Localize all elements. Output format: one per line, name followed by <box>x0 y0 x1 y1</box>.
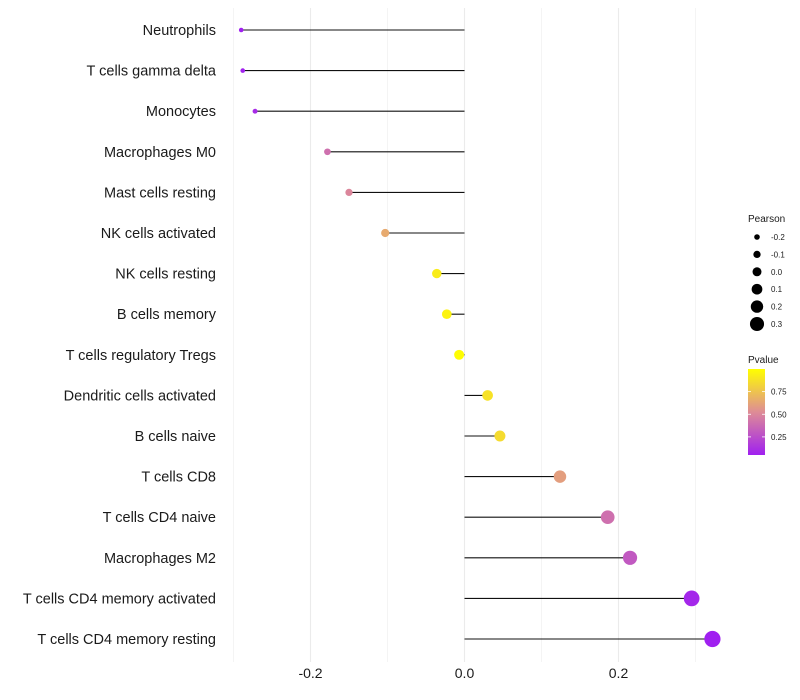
size-legend-title: Pearson <box>748 214 785 225</box>
category-label: Macrophages M2 <box>104 551 216 567</box>
category-label: Neutrophils <box>143 23 216 39</box>
lollipop-dot <box>345 188 353 197</box>
size-legend-key <box>749 316 765 332</box>
lollipop-dot <box>622 550 638 565</box>
x-tick-label: 0.0 <box>455 665 475 681</box>
category-label: Macrophages M0 <box>104 145 216 161</box>
category-label: T cells CD4 memory activated <box>23 591 216 607</box>
size-legend-key <box>753 250 761 259</box>
category-label: Monocytes <box>146 104 216 120</box>
color-legend-bar <box>748 369 765 455</box>
color-legend-title: Pvalue <box>748 355 779 366</box>
category-label: T cells CD4 naive <box>103 510 216 526</box>
size-legend-label: 0.2 <box>771 303 783 312</box>
category-label: Dendritic cells activated <box>64 388 216 404</box>
lollipop-dot <box>494 430 506 442</box>
lollipop-dot <box>432 268 442 279</box>
size-legend-key <box>754 234 760 240</box>
x-tick-labels: -0.2 0.0 0.2 <box>298 665 628 681</box>
lollipop-dot <box>454 349 465 360</box>
lollipop-dot <box>324 148 331 156</box>
category-labels: Neutrophils T cells gamma delta Monocytes M… <box>23 23 217 648</box>
lollipop-dot <box>553 470 567 483</box>
color-legend-label: 0.50 <box>771 410 787 419</box>
size-legend-label: 0.1 <box>771 285 783 294</box>
x-tick-label: -0.2 <box>298 665 322 681</box>
category-label: T cells CD8 <box>141 470 216 486</box>
lollipop-dot <box>482 390 493 401</box>
size-legend: Pearson -0.2 -0.1 0.0 0.1 0.2 0.3 <box>748 214 785 332</box>
x-tick-label: 0.2 <box>609 665 629 681</box>
color-legend: Pvalue 0.75 0.50 0.25 <box>748 355 787 455</box>
size-legend-label: -0.1 <box>771 250 785 259</box>
category-label: Mast cells resting <box>104 185 216 201</box>
size-legend-label: 0.0 <box>771 268 783 277</box>
category-label: B cells memory <box>117 307 217 323</box>
category-label: T cells CD4 memory resting <box>37 632 216 648</box>
category-label: B cells naive <box>135 429 216 445</box>
category-label: NK cells activated <box>101 226 216 242</box>
stem-layer <box>241 29 713 640</box>
category-label: NK cells resting <box>115 267 216 283</box>
color-legend-label: 0.75 <box>771 388 787 397</box>
lollipop-dot <box>238 27 244 33</box>
lollipop-dot <box>381 228 390 238</box>
lollipop-dot <box>683 590 700 607</box>
lollipop-dot <box>704 630 721 648</box>
size-legend-key <box>752 267 762 277</box>
category-label: T cells regulatory Tregs <box>66 348 216 364</box>
lollipop-dot <box>252 108 258 114</box>
category-label: T cells gamma delta <box>87 64 217 80</box>
lollipop-dot <box>600 510 615 525</box>
lollipop-dot <box>441 309 452 320</box>
size-legend-label: 0.3 <box>771 320 783 329</box>
size-legend-key <box>751 283 763 295</box>
lollipop-dot <box>240 68 246 73</box>
dot-layer <box>238 27 721 648</box>
grid-layer <box>233 8 696 662</box>
size-legend-label: -0.2 <box>771 233 785 242</box>
color-legend-label: 0.25 <box>771 433 787 442</box>
size-legend-key <box>750 300 764 313</box>
